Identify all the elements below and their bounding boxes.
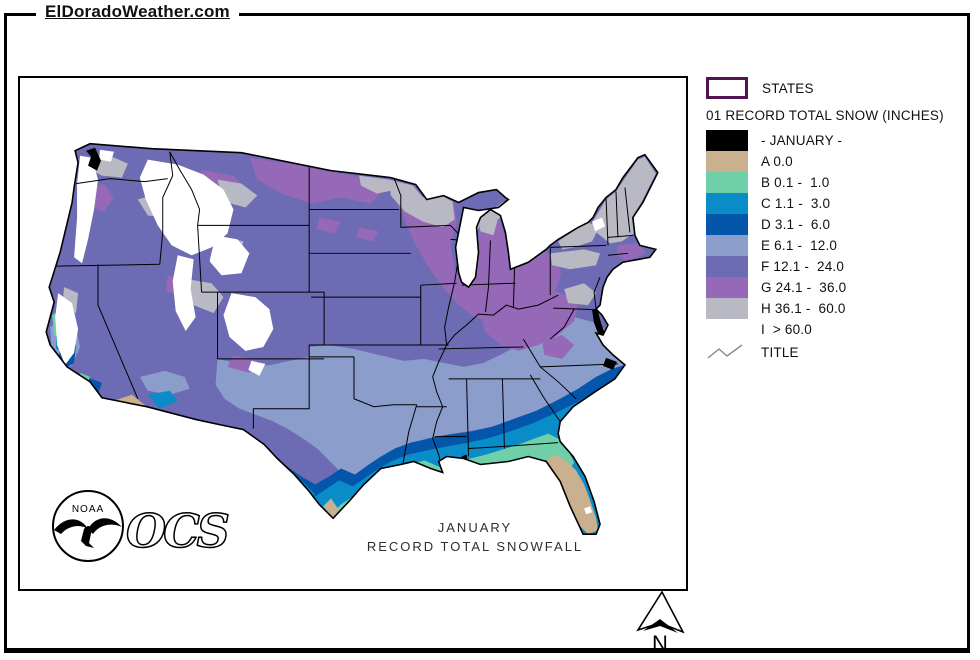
us-snowfall-map (45, 142, 659, 536)
legend-item: F 12.1 - 24.0 (706, 256, 976, 277)
map-title-line1: JANUARY (437, 520, 513, 535)
north-arrow-label: N (652, 631, 668, 656)
legend-item-label: F 12.1 - 24.0 (761, 259, 845, 274)
north-arrow-chevron (643, 619, 678, 633)
noaa-logo: NOAA (52, 490, 124, 562)
legend-swatch (706, 277, 748, 298)
legend-item-label: G 24.1 - 36.0 (761, 280, 847, 295)
north-arrow: N (636, 590, 685, 656)
legend-states-row: STATES (706, 76, 976, 100)
legend-item: D 3.1 - 6.0 (706, 214, 976, 235)
zigzag-line-icon (707, 344, 743, 359)
legend-swatch (706, 130, 748, 151)
legend-item: E 6.1 - 12.0 (706, 235, 976, 256)
legend-swatch (706, 256, 748, 277)
legend-item-label: E 6.1 - 12.0 (761, 238, 838, 253)
ocs-logo-text: OCS (125, 503, 230, 559)
legend-item: B 0.1 - 1.0 (706, 172, 976, 193)
page-title[interactable]: ElDoradoWeather.com (36, 2, 239, 22)
legend-item: G 24.1 - 36.0 (706, 277, 976, 298)
map-title-line2: RECORD TOTAL SNOWFALL (366, 539, 584, 554)
state-borders (49, 151, 633, 473)
legend-item-label: D 3.1 - 6.0 (761, 217, 831, 232)
map-frame: NOAA OCS JANUARY RECORD TOTAL SNOWFALL (18, 76, 688, 591)
legend-item-label: I > 60.0 (761, 322, 812, 337)
noaa-logo-circle (52, 490, 124, 562)
legend-swatch (706, 214, 748, 235)
legend-item-label: - JANUARY - (761, 133, 843, 148)
legend-item: H 36.1 - 60.0 (706, 298, 976, 319)
map-title: JANUARY RECORD TOTAL SNOWFALL (315, 518, 635, 556)
legend-item-label: H 36.1 - 60.0 (761, 301, 846, 316)
legend-title-item-label: TITLE (761, 344, 799, 360)
legend-swatch (706, 235, 748, 256)
states-label: STATES (762, 80, 814, 96)
page-border-frame (4, 13, 970, 653)
legend-item: C 1.1 - 3.0 (706, 193, 976, 214)
legend-item-label: B 0.1 - 1.0 (761, 175, 830, 190)
legend-item: I > 60.0 (706, 319, 976, 340)
states-outline-swatch (706, 77, 748, 99)
legend-swatch (706, 298, 748, 319)
legend-swatch (706, 172, 748, 193)
us-outline (45, 142, 659, 536)
legend-item-label: A 0.0 (761, 154, 793, 169)
noaa-logo-text: NOAA (72, 504, 104, 515)
noaa-bird-icon (54, 518, 122, 548)
legend-items: - JANUARY - A 0.0 B 0.1 - 1.0 C 1.1 - 3.0 D … (706, 130, 976, 340)
legend-header: 01 RECORD TOTAL SNOW (INCHES) (706, 108, 944, 123)
legend-item-label: C 1.1 - 3.0 (761, 196, 831, 211)
legend-swatch (706, 193, 748, 214)
legend-swatch (706, 151, 748, 172)
legend-item: A 0.0 (706, 151, 976, 172)
legend-swatch (706, 319, 748, 340)
legend-title-row: TITLE (706, 341, 976, 363)
legend: STATES 01 RECORD TOTAL SNOW (INCHES) - J… (706, 76, 976, 363)
legend-item: - JANUARY - (706, 130, 976, 151)
